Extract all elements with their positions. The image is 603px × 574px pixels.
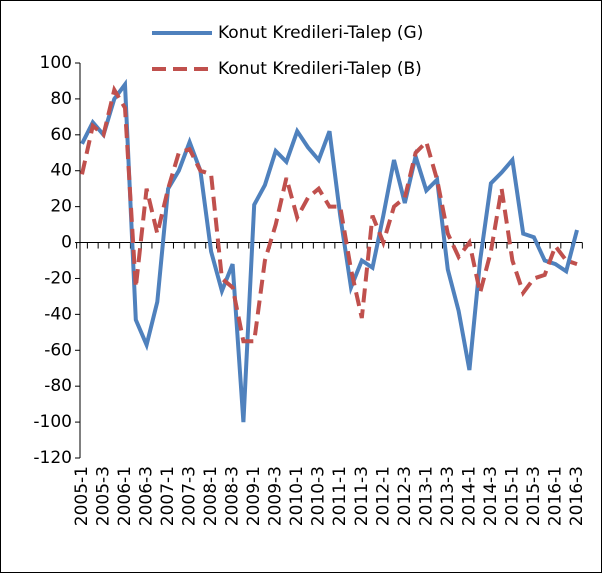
y-tick-label: -100 <box>33 412 72 432</box>
x-tick-label: 2015-1 <box>502 466 522 526</box>
x-tick-label: 2016-1 <box>545 466 565 526</box>
x-tick-label: 2015-3 <box>524 466 544 526</box>
y-tick-label: 100 <box>40 53 72 73</box>
y-tick-label: 0 <box>61 233 72 253</box>
y-tick-label: 20 <box>50 197 72 217</box>
x-tick-label: 2006-3 <box>137 466 157 526</box>
x-tick-label: 2014-1 <box>459 466 479 526</box>
y-tick-label: 80 <box>50 89 72 109</box>
legend-label: Konut Kredileri-Talep (G) <box>218 23 423 43</box>
x-tick-label: 2006-1 <box>115 466 135 526</box>
y-tick-label: -20 <box>44 268 72 288</box>
x-tick-label: 2009-1 <box>244 466 264 526</box>
x-tick-label: 2007-3 <box>180 466 200 526</box>
x-tick-label: 2008-3 <box>223 466 243 526</box>
x-tick-label: 2010-1 <box>287 466 307 526</box>
x-tick-label: 2010-3 <box>309 466 329 526</box>
x-tick-label: 2013-1 <box>416 466 436 526</box>
series-line <box>80 84 578 344</box>
x-tick-label: 2007-1 <box>158 466 178 526</box>
y-tick-label: -120 <box>33 448 72 468</box>
x-tick-label: 2016-3 <box>567 466 587 526</box>
x-tick-label: 2012-3 <box>395 466 415 526</box>
y-tick-label: 40 <box>50 161 72 181</box>
x-tick-label: 2005-1 <box>72 466 92 526</box>
x-tick-label: 2009-3 <box>266 466 286 526</box>
x-tick-label: 2011-1 <box>330 466 350 526</box>
y-tick-label: -80 <box>44 376 72 396</box>
y-tick-label: -40 <box>44 304 72 324</box>
x-tick-label: 2005-3 <box>94 466 114 526</box>
y-tick-label: -60 <box>44 340 72 360</box>
x-tick-label: 2012-1 <box>373 466 393 526</box>
legend-label: Konut Kredileri-Talep (B) <box>218 59 422 79</box>
x-tick-label: 2008-1 <box>201 466 221 526</box>
series-line <box>80 78 579 423</box>
x-tick-label: 2011-3 <box>352 466 372 526</box>
x-tick-label: 2014-3 <box>481 466 501 526</box>
x-tick-label: 2013-3 <box>438 466 458 526</box>
y-tick-label: 60 <box>50 125 72 145</box>
